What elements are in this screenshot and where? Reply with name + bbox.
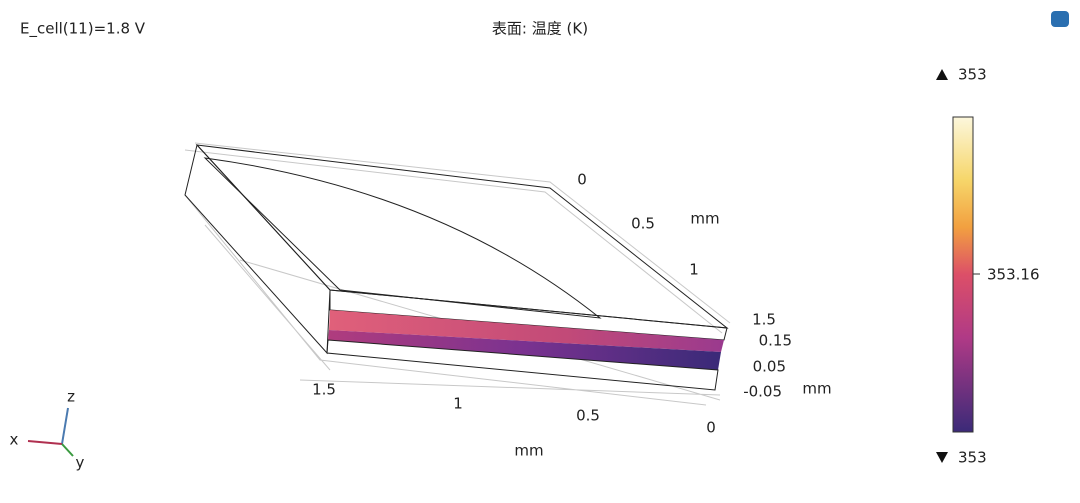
z-tick: 0.15 (759, 332, 792, 350)
z-tick: -0.05 (743, 383, 782, 401)
triad-x: x (10, 431, 19, 449)
grid-wireframe (184, 142, 731, 406)
study-label: E_cell(11)=1.8 V (20, 20, 146, 39)
legend-min: 353 (958, 449, 987, 467)
x-tick: 0.5 (576, 407, 600, 425)
x-tick: 0 (706, 419, 716, 437)
x-unit: mm (514, 442, 543, 460)
triad-z: z (67, 388, 75, 406)
x-tick: 1.5 (312, 381, 336, 399)
triad-y: y (76, 454, 85, 472)
geometry (184, 143, 729, 391)
y-unit: mm (690, 210, 719, 228)
y-tick: 0.5 (631, 215, 655, 233)
axis-triad: z x y (10, 388, 85, 472)
x-tick: 1 (453, 395, 463, 413)
plot-title: 表面: 温度 (K) (492, 20, 588, 38)
legend-mid: 353.16 (987, 266, 1040, 284)
color-bar (952, 116, 974, 433)
legend-max: 353 (958, 66, 987, 84)
z-tick: 0.05 (753, 358, 786, 376)
z-unit: mm (802, 380, 831, 398)
axis-labels: 1.5 1 0.5 0 mm 0 0.5 1 1.5 mm 0.15 0.05 … (312, 171, 832, 460)
color-legend: 353 353.16 353 (936, 66, 1040, 467)
y-tick: 1 (689, 261, 699, 279)
y-tick: 0 (577, 171, 587, 189)
y-tick: 1.5 (752, 311, 776, 329)
logo-icon[interactable] (1051, 11, 1069, 27)
